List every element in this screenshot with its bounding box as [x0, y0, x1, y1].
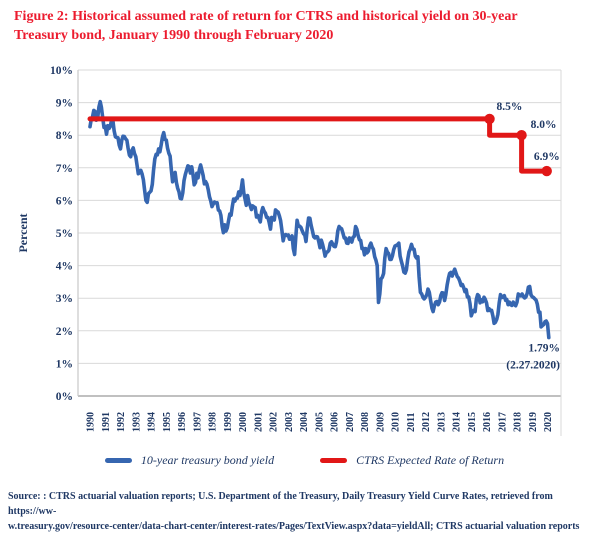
y-axis-tick-label: 4% — [56, 261, 73, 273]
x-axis-tick-label: 2017 — [497, 412, 508, 432]
x-axis-tick-label: 2019 — [528, 412, 539, 432]
source-line1: Source: : CTRS actuarial valuation repor… — [8, 491, 553, 517]
x-axis-tick-label: 2018 — [513, 412, 524, 432]
x-axis-tick-label: 1995 — [162, 412, 173, 432]
ctrs-rate-marker — [516, 130, 527, 141]
y-axis-tick-label: 3% — [56, 293, 73, 305]
line-chart: 0% 1% 2% 3% 4% 5% 6% 7% 8% 9% 10% Percent 1990 1991 19… — [16, 65, 562, 436]
y-axis-tick-label: 8% — [56, 130, 73, 142]
x-axis-tick-label: 2004 — [299, 412, 310, 432]
x-axis-tick-label: 2011 — [406, 413, 417, 432]
figure-title-line2: Treasury bond, January 1990 through Febr… — [14, 28, 334, 43]
x-axis-tick-label: 1993 — [131, 412, 142, 432]
annotation-8.5: 8.5% — [497, 101, 523, 113]
y-axis-title: Percent — [16, 213, 30, 252]
chart-legend: 10-year treasury bond yield CTRS Expecte… — [0, 448, 609, 472]
x-axis-tick-label: 2013 — [436, 412, 447, 432]
ctrs-rate-line — [87, 116, 550, 174]
y-axis-tick-label: 6% — [56, 195, 73, 207]
legend-item-treasury-yield: 10-year treasury bond yield — [104, 452, 275, 468]
x-axis-tick-label: 2010 — [391, 412, 402, 432]
x-axis-tick-label: 2016 — [482, 412, 493, 432]
x-axis-tick-label: 2000 — [238, 412, 249, 432]
figure-title: Figure 2: Historical assumed rate of ret… — [14, 7, 601, 45]
x-axis-tick-label: 1994 — [147, 412, 158, 432]
x-axis-tick-label: 2002 — [269, 412, 280, 432]
y-axis-tick-label: 10% — [50, 65, 73, 77]
x-axis-tick-label: 2014 — [452, 412, 463, 432]
x-axis-tick-label: 2003 — [284, 412, 295, 432]
treasury-yield-line — [88, 99, 551, 340]
x-axis-tick-label: 1992 — [116, 412, 127, 432]
y-axis-tick-label: 7% — [56, 163, 73, 175]
legend-label-treasury-yield: 10-year treasury bond yield — [140, 452, 275, 467]
y-axis-tick-label: 1% — [56, 358, 73, 370]
figure-title-line1: Figure 2: Historical assumed rate of ret… — [14, 9, 518, 24]
x-axis-tick-label: 2001 — [253, 412, 264, 432]
x-axis-tick-label: 1999 — [223, 412, 234, 432]
x-axis-tick-label: 1990 — [86, 412, 97, 432]
x-axis-tick-label: 2006 — [330, 412, 341, 432]
x-axis-tick-label: 1991 — [101, 412, 112, 432]
x-axis-tick-label: 1997 — [192, 412, 203, 432]
ctrs-rate-marker — [541, 165, 552, 177]
x-axis-tick-label: 1998 — [208, 412, 219, 432]
annotation-8.0: 8.0% — [531, 119, 557, 131]
x-axis-tick-label: 2015 — [467, 412, 478, 432]
legend-item-ctrs-return: CTRS Expected Rate of Return — [320, 453, 504, 468]
x-axis-tick-label: 1996 — [177, 412, 188, 432]
x-axis-tick-label: 2005 — [314, 412, 325, 432]
x-axis-tick-label: 2008 — [360, 412, 371, 432]
source-line2: w.treasury.gov/resource-center/data-char… — [8, 521, 580, 532]
annotation-1.79: 1.79% — [528, 343, 560, 355]
x-axis-tick-label: 2012 — [421, 412, 432, 432]
x-axis-tick-label: 2009 — [375, 412, 386, 432]
y-axis-tick-label: 5% — [56, 228, 73, 240]
annotation-6.9: 6.9% — [534, 151, 560, 163]
red-line-swatch — [320, 457, 348, 463]
x-axis-tick-label: 2020 — [543, 412, 554, 432]
legend-label-ctrs-return: CTRS Expected Rate of Return — [356, 452, 505, 467]
x-axis-tick-label: 2007 — [345, 412, 356, 432]
blue-line-swatch — [104, 457, 132, 463]
source-note: Source: : CTRS actuarial valuation repor… — [8, 489, 603, 534]
y-axis-tick-label: 9% — [56, 98, 73, 110]
annotation-2.27.2020: (2.27.2020) — [506, 360, 560, 372]
y-axis-tick-label: 0% — [56, 391, 73, 403]
y-axis-tick-label: 2% — [56, 326, 73, 338]
ctrs-rate-marker — [484, 113, 495, 125]
